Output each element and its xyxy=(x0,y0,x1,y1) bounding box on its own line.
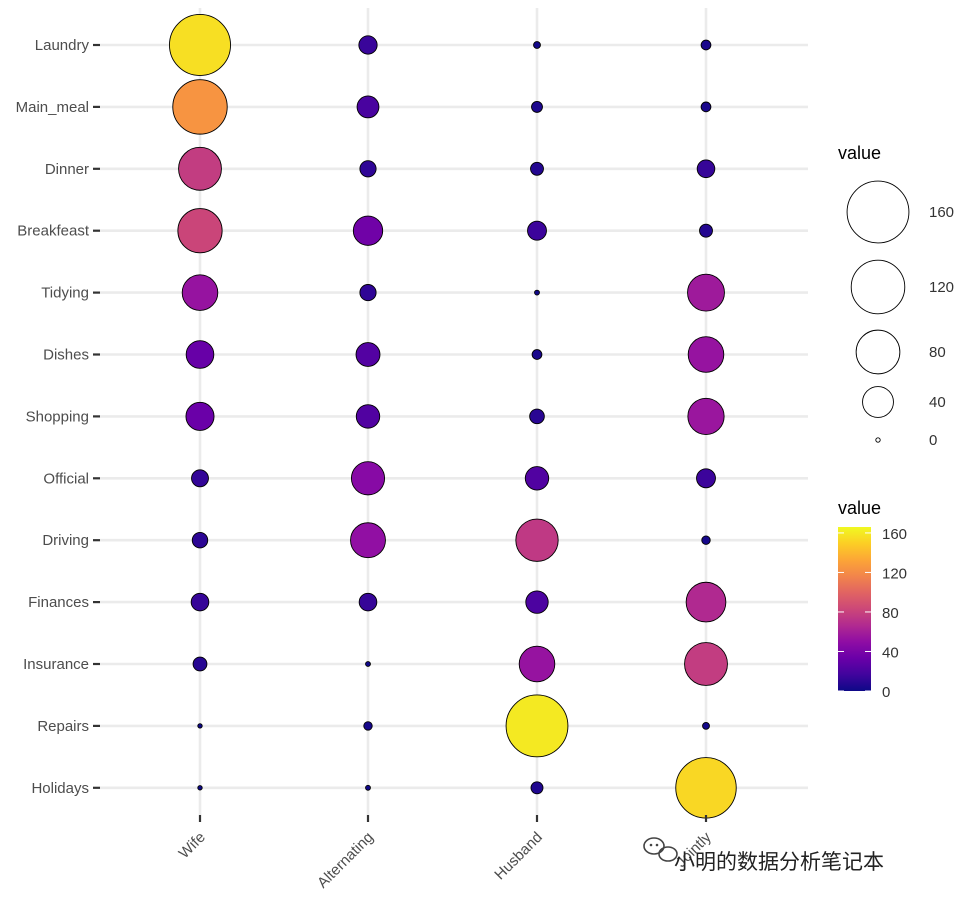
size-legend-key-120 xyxy=(850,259,906,315)
size-legend-label-80: 80 xyxy=(929,344,946,361)
y-tick-label-repairs: Repairs xyxy=(37,718,89,735)
point-main-meal-husband xyxy=(531,100,543,113)
point-shopping-alternating xyxy=(355,404,381,429)
point-laundry-alternating xyxy=(358,35,378,55)
y-tick-label-dishes: Dishes xyxy=(43,347,89,364)
colorbar xyxy=(838,527,871,691)
point-driving-jointly xyxy=(701,535,711,545)
point-breakfeast-alternating xyxy=(352,215,384,246)
point-driving-alternating xyxy=(350,522,386,559)
y-tick-label-finances: Finances xyxy=(28,594,89,611)
point-repairs-husband xyxy=(505,694,569,758)
point-main-meal-jointly xyxy=(700,101,712,113)
point-shopping-husband xyxy=(529,408,545,425)
point-tidying-husband xyxy=(534,289,540,296)
point-finances-alternating xyxy=(358,592,378,612)
point-tidying-jointly xyxy=(687,273,725,312)
x-axis: Wife Alternating Husband Jointly xyxy=(176,815,715,892)
size-legend-key-80 xyxy=(855,329,901,375)
point-repairs-alternating xyxy=(363,721,373,731)
wechat-icon xyxy=(643,837,678,862)
point-driving-husband xyxy=(515,518,559,562)
y-tick-label-tidying: Tidying xyxy=(41,285,89,302)
point-laundry-jointly xyxy=(700,39,712,51)
y-axis: Laundry Main_meal Dinner Breakfeast Tidying D… xyxy=(16,37,100,797)
color-legend-label-80: 80 xyxy=(882,605,899,622)
point-driving-wife xyxy=(191,532,209,549)
watermark: 小明的数据分析笔记本 xyxy=(643,837,884,874)
y-tick-label-laundry: Laundry xyxy=(35,37,90,54)
size-legend-label-0: 0 xyxy=(929,432,937,449)
point-laundry-wife xyxy=(169,14,231,76)
size-legend-key-160 xyxy=(846,180,910,244)
point-insurance-husband xyxy=(518,645,556,683)
size-legend-label-40: 40 xyxy=(929,394,946,411)
point-holidays-husband xyxy=(530,781,544,795)
point-repairs-jointly xyxy=(702,721,710,730)
y-tick-label-driving: Driving xyxy=(42,532,89,549)
point-dishes-alternating xyxy=(355,342,381,367)
point-main-meal-wife xyxy=(172,79,228,135)
point-main-meal-alternating xyxy=(356,95,380,119)
point-breakfeast-jointly xyxy=(699,223,713,238)
point-finances-husband xyxy=(525,590,549,614)
color-legend-label-160: 160 xyxy=(882,526,907,543)
size-legend: value 160 120 80 40 0 xyxy=(838,143,954,449)
point-dinner-wife xyxy=(178,146,222,191)
point-breakfeast-wife xyxy=(177,208,223,254)
point-dinner-husband xyxy=(530,161,544,176)
y-tick-label-breakfeast: Breakfeast xyxy=(17,223,90,240)
point-finances-jointly xyxy=(685,581,727,623)
color-legend-label-0: 0 xyxy=(882,684,890,701)
point-dishes-jointly xyxy=(687,336,725,373)
size-legend-label-120: 120 xyxy=(929,279,954,296)
y-tick-label-main-meal: Main_meal xyxy=(16,99,89,116)
point-official-wife xyxy=(191,469,209,488)
color-legend-label-120: 120 xyxy=(882,565,907,582)
color-legend-title: value xyxy=(838,498,881,518)
size-legend-title: value xyxy=(838,143,881,163)
point-finances-wife xyxy=(190,592,210,612)
point-tidying-wife xyxy=(181,274,219,311)
color-legend-label-40: 40 xyxy=(882,644,899,661)
point-breakfeast-husband xyxy=(527,220,547,241)
watermark-text: 小明的数据分析笔记本 xyxy=(674,851,884,874)
point-holidays-jointly xyxy=(675,757,737,819)
point-insurance-jointly xyxy=(684,642,728,686)
y-tick-label-holidays: Holidays xyxy=(31,780,89,797)
point-insurance-wife xyxy=(192,656,208,672)
point-dinner-alternating xyxy=(359,160,377,178)
size-legend-label-160: 160 xyxy=(929,204,954,221)
point-official-jointly xyxy=(696,468,716,489)
y-tick-label-shopping: Shopping xyxy=(26,408,89,425)
x-tick-label-husband: Husband xyxy=(491,829,545,883)
point-holidays-wife xyxy=(197,785,203,791)
point-holidays-alternating xyxy=(365,784,371,791)
point-official-husband xyxy=(524,466,550,491)
point-shopping-jointly xyxy=(687,397,725,435)
point-shopping-wife xyxy=(185,401,215,431)
point-tidying-alternating xyxy=(359,284,377,302)
point-official-alternating xyxy=(350,461,386,496)
point-laundry-husband xyxy=(533,41,541,49)
point-insurance-alternating xyxy=(365,661,371,667)
point-repairs-wife xyxy=(197,723,203,729)
size-legend-key-0 xyxy=(875,437,881,443)
y-tick-label-insurance: Insurance xyxy=(23,656,89,673)
x-tick-label-wife: Wife xyxy=(176,829,209,862)
y-tick-label-dinner: Dinner xyxy=(45,161,89,178)
point-dishes-wife xyxy=(185,340,215,369)
point-dinner-jointly xyxy=(696,159,716,179)
x-tick-label-alternating: Alternating xyxy=(314,829,377,892)
point-dishes-husband xyxy=(531,349,543,360)
y-tick-label-official: Official xyxy=(43,470,89,487)
size-legend-key-40 xyxy=(862,386,894,418)
data-points xyxy=(169,14,737,819)
